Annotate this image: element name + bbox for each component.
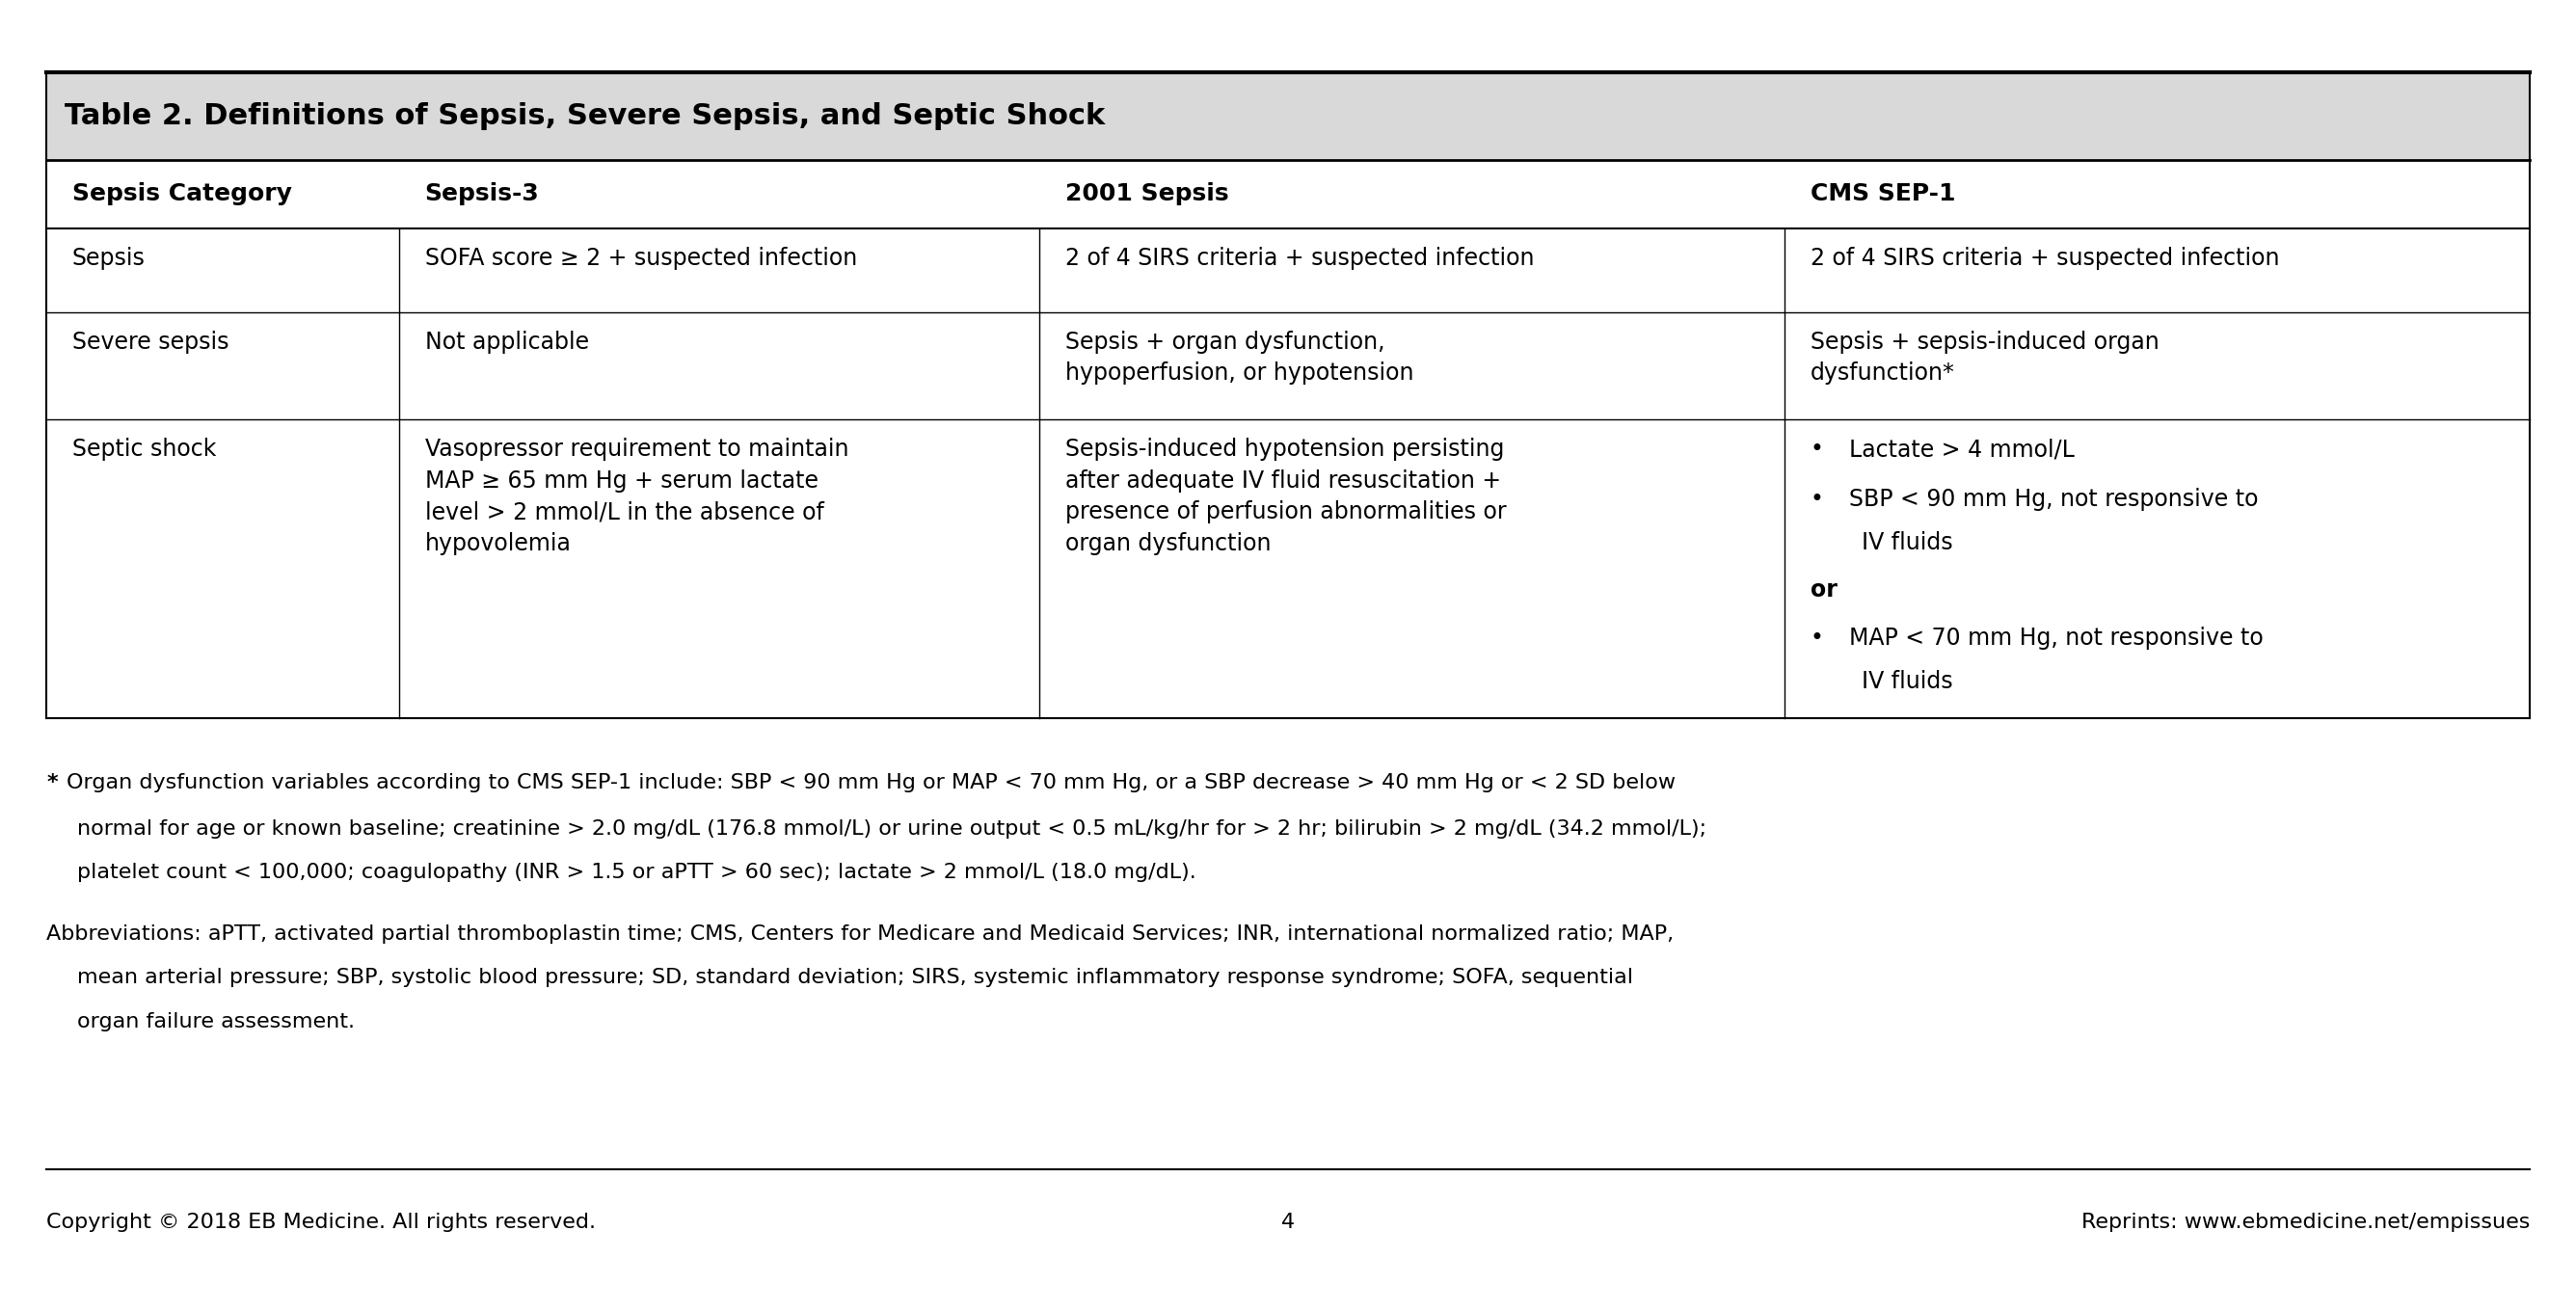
Text: Sepsis + sepsis-induced organ
dysfunction*: Sepsis + sepsis-induced organ dysfunctio… xyxy=(1811,330,2159,385)
Text: •: • xyxy=(1811,438,1824,461)
Text: *: * xyxy=(46,773,57,793)
Text: IV fluids: IV fluids xyxy=(1862,670,1953,694)
Text: 4: 4 xyxy=(1280,1213,1296,1232)
Text: Abbreviations: aPTT, activated partial thromboplastin time; CMS, Centers for Med: Abbreviations: aPTT, activated partial t… xyxy=(46,924,1674,944)
Text: Vasopressor requirement to maintain
MAP ≥ 65 mm Hg + serum lactate
level > 2 mmo: Vasopressor requirement to maintain MAP … xyxy=(425,438,848,555)
Text: MAP < 70 mm Hg, not responsive to: MAP < 70 mm Hg, not responsive to xyxy=(1850,627,2264,649)
Text: Sepsis + organ dysfunction,
hypoperfusion, or hypotension: Sepsis + organ dysfunction, hypoperfusio… xyxy=(1066,330,1414,385)
Text: normal for age or known baseline; creatinine > 2.0 mg/dL (176.8 mmol/L) or urine: normal for age or known baseline; creati… xyxy=(77,819,1708,839)
Text: Copyright © 2018 EB Medicine. All rights reserved.: Copyright © 2018 EB Medicine. All rights… xyxy=(46,1213,595,1232)
Text: mean arterial pressure; SBP, systolic blood pressure; SD, standard deviation; SI: mean arterial pressure; SBP, systolic bl… xyxy=(77,968,1633,987)
Text: Sepsis: Sepsis xyxy=(72,246,144,270)
Text: 2 of 4 SIRS criteria + suspected infection: 2 of 4 SIRS criteria + suspected infecti… xyxy=(1066,246,1535,270)
Text: IV fluids: IV fluids xyxy=(1862,531,1953,555)
Text: platelet count < 100,000; coagulopathy (INR > 1.5 or aPTT > 60 sec); lactate > 2: platelet count < 100,000; coagulopathy (… xyxy=(77,863,1195,882)
Text: •: • xyxy=(1811,488,1824,511)
Text: Sepsis Category: Sepsis Category xyxy=(72,182,291,206)
Text: SBP < 90 mm Hg, not responsive to: SBP < 90 mm Hg, not responsive to xyxy=(1850,488,2259,511)
Text: organ failure assessment.: organ failure assessment. xyxy=(77,1012,355,1032)
Text: 2 of 4 SIRS criteria + suspected infection: 2 of 4 SIRS criteria + suspected infecti… xyxy=(1811,246,2280,270)
Text: Organ dysfunction variables according to CMS SEP-1 include: SBP < 90 mm Hg or MA: Organ dysfunction variables according to… xyxy=(67,773,1677,793)
Text: Table 2. Definitions of Sepsis, Severe Sepsis, and Septic Shock: Table 2. Definitions of Sepsis, Severe S… xyxy=(64,102,1105,130)
Text: SOFA score ≥ 2 + suspected infection: SOFA score ≥ 2 + suspected infection xyxy=(425,246,858,270)
Text: CMS SEP-1: CMS SEP-1 xyxy=(1811,182,1955,206)
Text: Lactate > 4 mmol/L: Lactate > 4 mmol/L xyxy=(1850,438,2074,461)
Text: Not applicable: Not applicable xyxy=(425,330,590,354)
Text: Sepsis-induced hypotension persisting
after adequate IV fluid resuscitation +
pr: Sepsis-induced hypotension persisting af… xyxy=(1066,438,1507,555)
Text: Reprints: www.ebmedicine.net/empissues: Reprints: www.ebmedicine.net/empissues xyxy=(2081,1213,2530,1232)
Text: or: or xyxy=(1811,579,1837,602)
Text: •: • xyxy=(1811,627,1824,649)
Text: Septic shock: Septic shock xyxy=(72,438,216,461)
Text: 2001 Sepsis: 2001 Sepsis xyxy=(1066,182,1229,206)
Text: Severe sepsis: Severe sepsis xyxy=(72,330,229,354)
Bar xyxy=(46,72,2530,160)
Bar xyxy=(46,160,2530,718)
Text: Sepsis-3: Sepsis-3 xyxy=(425,182,538,206)
